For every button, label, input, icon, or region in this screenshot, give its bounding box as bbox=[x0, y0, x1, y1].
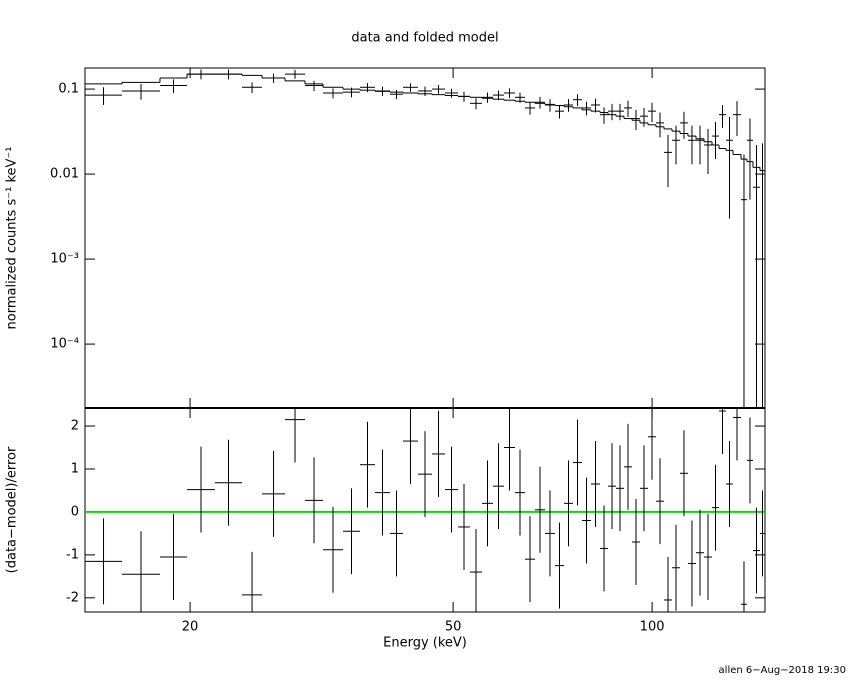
y-tick-label: -1 bbox=[66, 547, 79, 562]
y-tick-label: 0 bbox=[71, 504, 79, 519]
y-tick-label: 0.01 bbox=[50, 167, 79, 182]
y-tick-label: -2 bbox=[66, 590, 79, 605]
x-tick-label: 100 bbox=[640, 620, 665, 635]
y-tick-label: 10⁻⁴ bbox=[50, 337, 79, 352]
chart-title: data and folded model bbox=[351, 31, 498, 46]
y-axis-label: (data−model)/error bbox=[5, 446, 20, 573]
footer: allen 6−Aug−2018 19:30 bbox=[719, 665, 846, 676]
y-tick-label: 1 bbox=[71, 461, 79, 476]
y-tick-label: 10⁻³ bbox=[50, 252, 79, 267]
y-axis-label: normalized counts s⁻¹ keV⁻¹ bbox=[5, 147, 20, 330]
x-axis-label: Energy (keV) bbox=[383, 636, 467, 651]
plot-frame bbox=[84, 67, 766, 613]
x-tick-label: 20 bbox=[182, 620, 199, 635]
y-tick-label: 2 bbox=[71, 419, 79, 434]
x-tick-label: 50 bbox=[445, 620, 462, 635]
y-tick-label: 0.1 bbox=[58, 82, 79, 97]
